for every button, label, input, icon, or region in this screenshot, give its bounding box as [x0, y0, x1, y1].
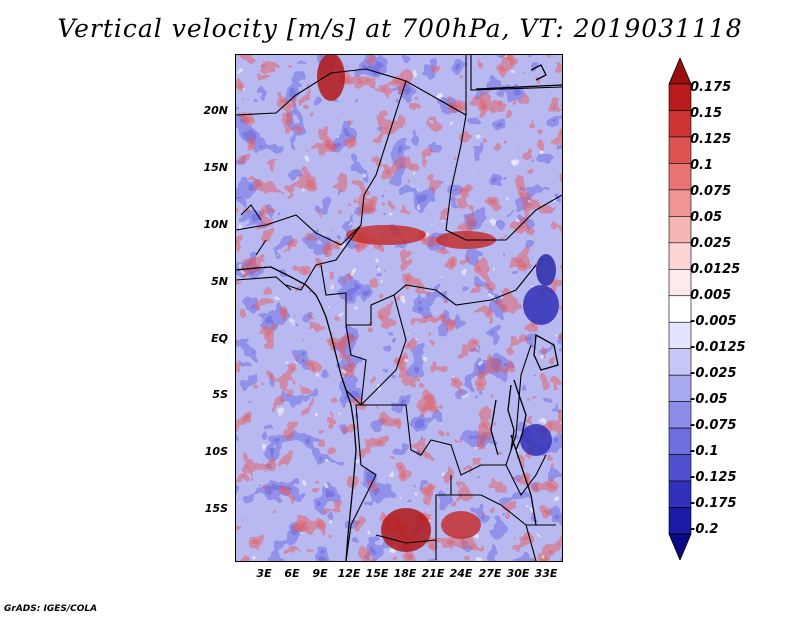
colorbar-bin — [668, 480, 692, 508]
colorbar-bin — [668, 374, 692, 402]
lat-label: 10N — [203, 218, 228, 231]
colorbar-label: -0.175 — [690, 496, 737, 511]
colorbar-label: -0.125 — [690, 470, 737, 485]
lon-label: 9E — [312, 567, 328, 580]
colorbar-label: 0.0125 — [690, 262, 741, 277]
colorbar-label: -0.005 — [690, 314, 737, 329]
lon-label: 24E — [449, 567, 473, 580]
colorbar-bin — [668, 401, 692, 429]
map-field — [236, 55, 562, 561]
lat-label: 15N — [203, 161, 228, 174]
colorbar-bin — [668, 136, 692, 164]
colorbar — [668, 58, 692, 560]
colorbar-label: 0.05 — [690, 210, 723, 225]
colorbar-bin — [668, 83, 692, 111]
colorbar-bin — [668, 507, 692, 535]
colorbar-bin — [668, 268, 692, 297]
colorbar-bin — [668, 189, 692, 217]
colorbar-bin — [668, 454, 692, 482]
lat-label: EQ — [211, 332, 228, 345]
colorbar-top-triangle — [668, 58, 692, 85]
coastline — [236, 64, 562, 561]
colorbar-bin — [668, 163, 692, 191]
lon-label: 3E — [256, 567, 272, 580]
velocity-map — [235, 54, 563, 562]
colorbar-label: -0.075 — [690, 418, 737, 433]
grads-footer: GrADS: IGES/COLA — [4, 604, 98, 614]
colorbar-bin — [668, 348, 692, 376]
colorbar-label: 0.075 — [690, 184, 732, 199]
colorbar-label: -0.025 — [690, 366, 737, 381]
colorbar-bottom-triangle — [668, 533, 692, 560]
colorbar-label: 0.175 — [690, 80, 732, 95]
colorbar-label: 0.1 — [690, 158, 714, 173]
country-borders — [236, 55, 562, 561]
colorbar-bin — [668, 321, 692, 350]
lon-label: 30E — [506, 567, 530, 580]
colorbar-bin — [668, 110, 692, 138]
colorbar-label: -0.2 — [690, 522, 719, 537]
lon-label: 27E — [478, 567, 502, 580]
colorbar-label: -0.1 — [690, 444, 719, 459]
lon-label: 33E — [534, 567, 558, 580]
colorbar-label: -0.05 — [690, 392, 728, 407]
lat-label: 10S — [204, 445, 228, 458]
lat-label: 5S — [212, 388, 228, 401]
lat-label: 15S — [204, 502, 228, 515]
colorbar-bin — [668, 216, 692, 244]
neutral-field — [236, 55, 562, 561]
lat-label: 20N — [203, 104, 228, 117]
colorbar-bin — [668, 427, 692, 455]
colorbar-label: 0.125 — [690, 132, 732, 147]
lon-label: 18E — [393, 567, 417, 580]
lon-label: 6E — [284, 567, 300, 580]
colorbar-label: 0.005 — [690, 288, 732, 303]
chart-title: Vertical velocity [m/s] at 700hPa, VT: 2… — [57, 14, 743, 43]
colorbar-label: 0.025 — [690, 236, 732, 251]
lon-label: 21E — [421, 567, 445, 580]
colorbar-bin — [668, 295, 692, 323]
colorbar-label: 0.15 — [690, 106, 723, 121]
lon-label: 15E — [365, 567, 389, 580]
lat-label: 5N — [211, 275, 228, 288]
lon-label: 12E — [337, 567, 361, 580]
colorbar-bin — [668, 242, 692, 270]
colorbar-label: -0.0125 — [690, 340, 746, 355]
